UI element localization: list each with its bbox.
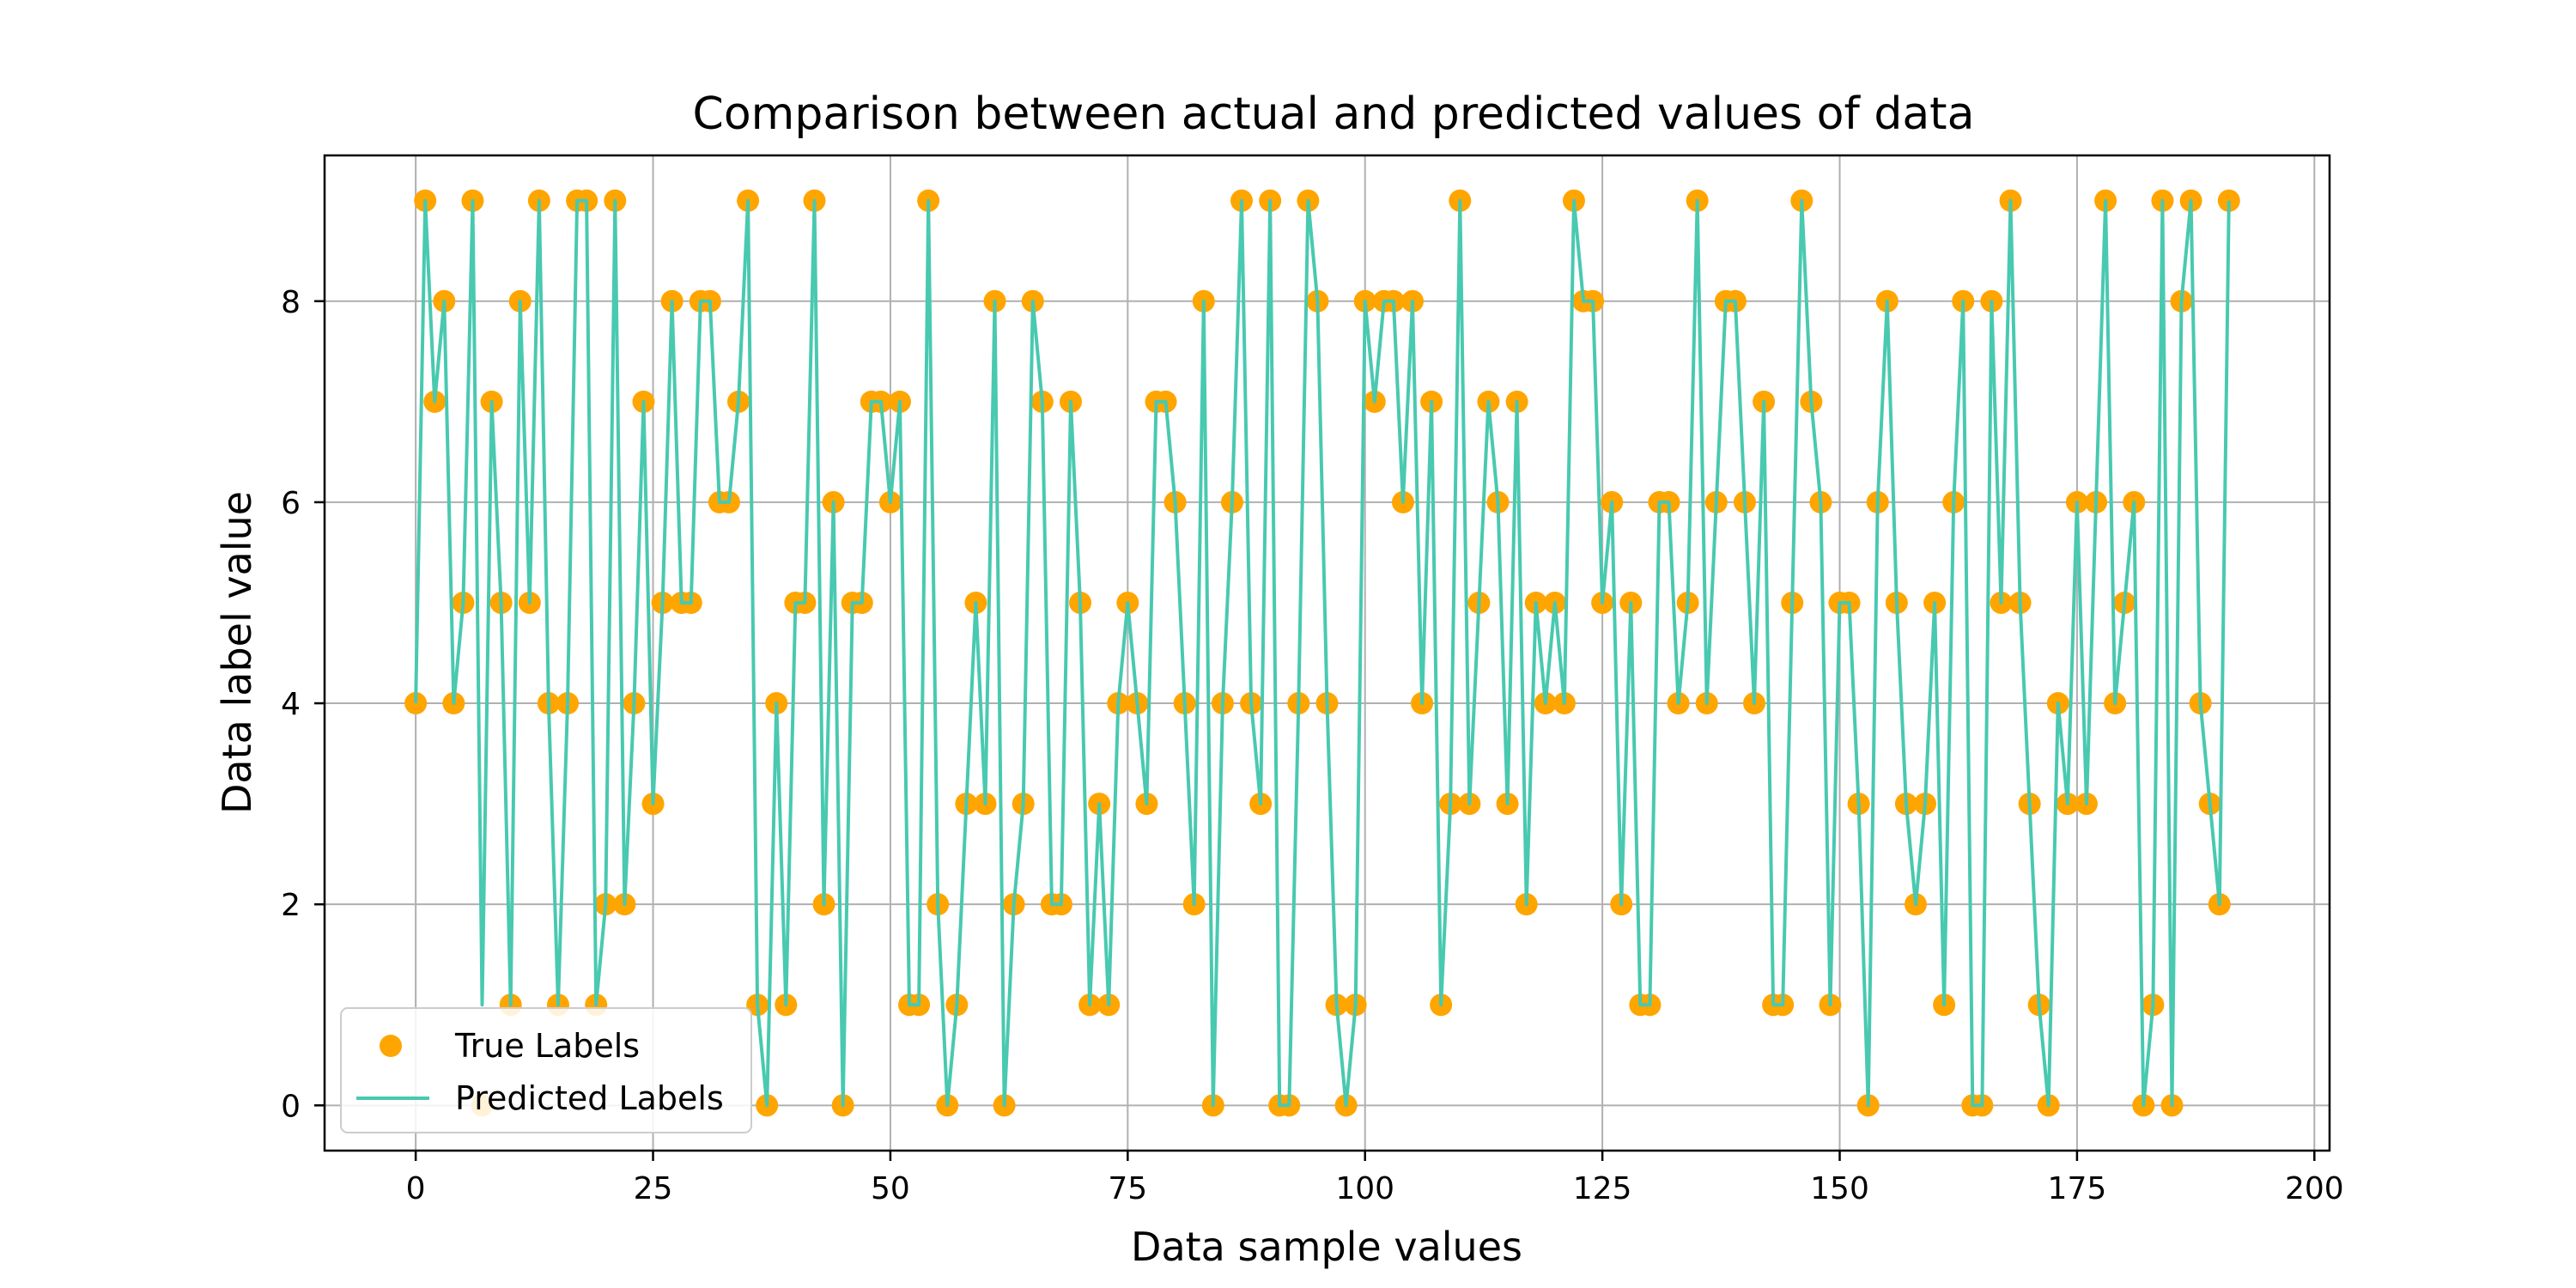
x-tick-label: 150 <box>1810 1171 1869 1206</box>
plot-area <box>404 189 2240 1117</box>
legend-label-true-labels: True Labels <box>454 1027 640 1065</box>
true-label-point <box>2217 189 2240 212</box>
x-tick-label: 25 <box>634 1171 673 1206</box>
y-tick-label: 8 <box>281 285 301 320</box>
predicted-labels-line <box>414 198 2231 1108</box>
x-tick-label: 175 <box>2048 1171 2107 1206</box>
y-axis-label: Data label value <box>214 491 260 814</box>
x-tick-label: 125 <box>1573 1171 1632 1206</box>
legend: True Labels Predicted Labels <box>340 1007 752 1133</box>
x-tick-label: 200 <box>2285 1171 2344 1206</box>
legend-marker-true-labels <box>380 1035 402 1057</box>
y-tick-label: 0 <box>281 1089 301 1124</box>
x-axis-label: Data sample values <box>1131 1224 1522 1270</box>
true-label-point <box>404 692 428 715</box>
y-tick-label: 4 <box>281 687 301 722</box>
x-axis: 0 25 50 75 100 125 150 175 200 <box>406 1151 2344 1206</box>
y-tick-label: 6 <box>281 486 301 521</box>
x-tick-label: 75 <box>1108 1171 1147 1206</box>
x-tick-label: 50 <box>871 1171 910 1206</box>
chart-title: Comparison between actual and predicted … <box>693 88 1975 140</box>
x-tick-label: 100 <box>1335 1171 1394 1206</box>
legend-box <box>340 1007 752 1133</box>
x-tick-label: 0 <box>406 1171 426 1206</box>
plot-frame <box>323 154 2331 1152</box>
y-axis: 0 2 4 6 8 <box>281 285 325 1124</box>
y-tick-label: 2 <box>281 888 301 923</box>
legend-label-predicted-labels: Predicted Labels <box>455 1079 724 1117</box>
